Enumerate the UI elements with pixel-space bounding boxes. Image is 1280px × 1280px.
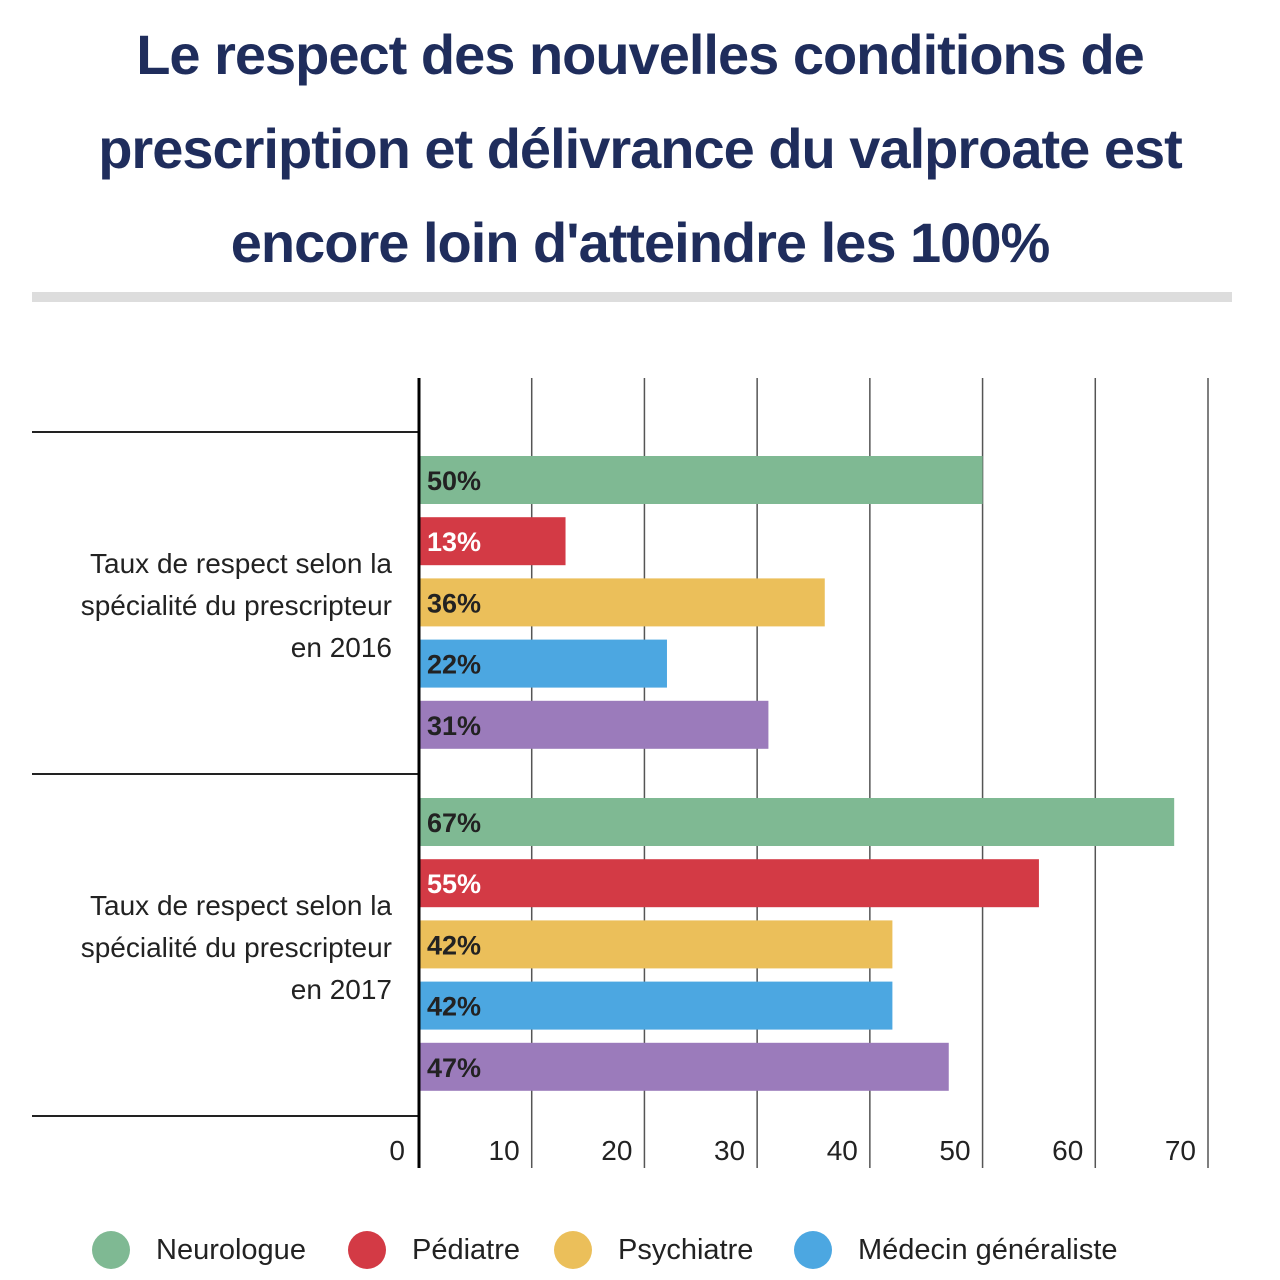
legend-label-medecin-generaliste: Médecin généraliste xyxy=(858,1233,1118,1266)
x-tick-label-0: 0 xyxy=(389,1135,405,1166)
bar-chart: 50% 13% 36% 22% 31% Taux de respect selon la s… xyxy=(32,378,1209,1168)
legend-swatch-neurologue xyxy=(92,1231,130,1269)
bar-label-2-group-1: 13% xyxy=(427,527,481,557)
legend-item-neurologue: Neurologue xyxy=(92,1222,306,1278)
legend-item-medecin-generaliste: Médecin généraliste xyxy=(794,1222,1118,1278)
bar-1-group-2 xyxy=(419,798,1175,846)
category-label-line-1-1: Taux de respect selon la xyxy=(90,548,392,579)
bar-4-group-2 xyxy=(419,981,893,1030)
bar-label-1-group-1: 50% xyxy=(427,466,481,496)
bar-2-group-1 xyxy=(419,517,566,566)
title-divider xyxy=(32,292,1232,302)
legend-swatch-psychiatre xyxy=(554,1231,592,1269)
x-tick-label-60: 60 xyxy=(1052,1135,1083,1166)
x-tick-label-50: 50 xyxy=(939,1135,970,1166)
legend-item-psychiatre: Psychiatre xyxy=(554,1222,753,1278)
bar-label-1-group-2: 67% xyxy=(427,808,481,838)
legend-label-neurologue: Neurologue xyxy=(156,1233,306,1266)
bar-label-5-group-2: 47% xyxy=(427,1053,481,1083)
category-label-line-2-2: spécialité du prescripteur xyxy=(81,932,392,963)
bar-4-group-1 xyxy=(419,639,667,688)
legend-swatch-medecin-generaliste xyxy=(794,1231,832,1269)
bar-5-group-2 xyxy=(419,1042,949,1091)
x-tick-label-20: 20 xyxy=(601,1135,632,1166)
x-tick-label-70: 70 xyxy=(1165,1135,1196,1166)
category-label-line-1-2: spécialité du prescripteur xyxy=(81,590,392,621)
category-label-line-2-3: en 2017 xyxy=(291,974,392,1005)
bar-label-4-group-1: 22% xyxy=(427,650,481,680)
bar-label-4-group-2: 42% xyxy=(427,992,481,1022)
legend-label-pediatre: Pédiatre xyxy=(412,1233,521,1266)
x-tick-label-10: 10 xyxy=(489,1135,520,1166)
bar-3-group-1 xyxy=(419,578,825,627)
bar-label-5-group-1: 31% xyxy=(427,711,481,741)
legend-label-psychiatre: Psychiatre xyxy=(618,1233,754,1266)
bar-5-group-1 xyxy=(419,700,769,749)
legend: Neurologue Pédiatre Psychiatre Médecin g… xyxy=(0,1222,1280,1278)
category-label-line-2-1: Taux de respect selon la xyxy=(90,890,392,921)
bar-2-group-2 xyxy=(419,859,1039,908)
legend-item-pediatre: Pédiatre xyxy=(348,1222,520,1278)
x-tick-label-40: 40 xyxy=(827,1135,858,1166)
bar-label-3-group-2: 42% xyxy=(427,930,481,960)
bar-label-2-group-2: 55% xyxy=(427,869,481,899)
x-tick-label-30: 30 xyxy=(714,1135,745,1166)
bar-label-3-group-1: 36% xyxy=(427,588,481,618)
chart-title: Le respect des nouvelles conditions de p… xyxy=(98,23,1183,274)
category-label-line-1-3: en 2016 xyxy=(291,632,392,663)
bar-1-group-1 xyxy=(419,456,983,504)
bar-3-group-2 xyxy=(419,920,893,969)
legend-swatch-pediatre xyxy=(348,1231,386,1269)
